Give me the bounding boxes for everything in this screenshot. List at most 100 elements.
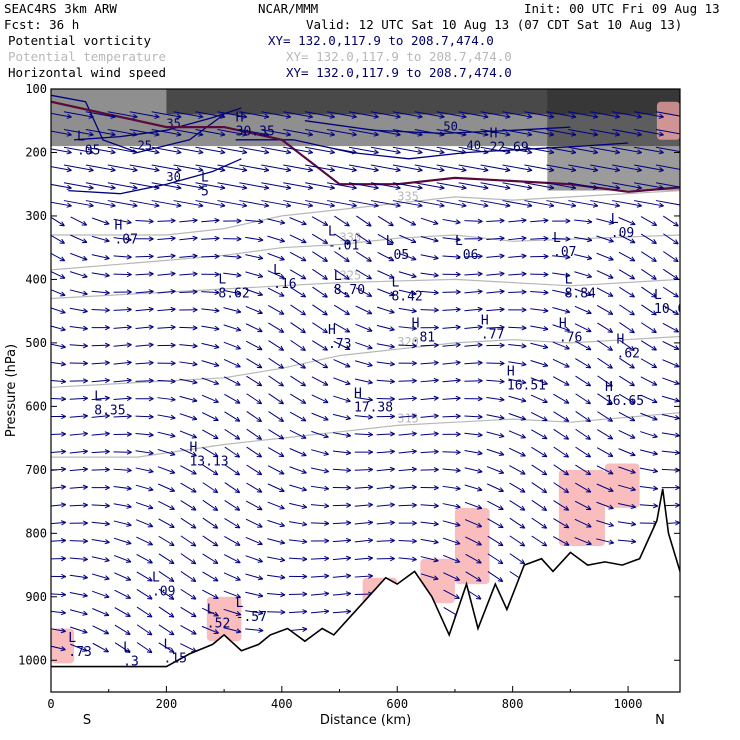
- wind-vector: [524, 200, 555, 207]
- wind-vector: [135, 308, 154, 312]
- wind-vector: [633, 182, 664, 189]
- wind-vector: [310, 592, 329, 596]
- wind-vector: [348, 200, 379, 207]
- wind-vector-head: [499, 235, 505, 239]
- center-letter: L: [553, 231, 561, 246]
- wind-vector-head: [461, 167, 467, 171]
- wind-vector-head: [192, 325, 198, 329]
- wind-vector: [420, 397, 439, 401]
- wind-vector-head: [592, 116, 598, 119]
- wind-vector-head: [82, 276, 88, 279]
- wind-vector-head: [302, 591, 308, 595]
- wind-vector: [290, 322, 306, 334]
- theta-contour: [51, 190, 680, 236]
- wind-vector-head: [280, 577, 286, 580]
- wind-vector: [597, 411, 613, 422]
- wind-vector-head: [674, 435, 680, 438]
- low-center: L.05: [77, 129, 100, 158]
- wind-vector: [442, 237, 461, 241]
- wind-vector-head: [543, 274, 549, 278]
- wind-vector-head: [82, 345, 88, 349]
- wind-vector: [201, 342, 220, 348]
- pv-low-level-patch: [51, 628, 75, 664]
- y-tick-label: 100: [25, 82, 47, 96]
- wind-vector-head: [212, 562, 218, 565]
- low-center: L-.57: [236, 596, 267, 625]
- wind-vector-head: [324, 468, 330, 473]
- wind-vector-head: [286, 184, 292, 189]
- wind-vector: [552, 307, 570, 313]
- wind-vector-head: [390, 396, 395, 400]
- wind-vector: [290, 375, 306, 387]
- wind-vector-head: [192, 309, 198, 313]
- wind-vector-head: [278, 349, 284, 351]
- wind-vector: [224, 464, 240, 476]
- wind-vector-head: [675, 397, 680, 402]
- low-center: L.07: [553, 231, 576, 260]
- high-center: H.81: [412, 317, 435, 346]
- wind-vector: [245, 271, 263, 278]
- wind-vector-head: [330, 131, 335, 136]
- wind-vector-head: [390, 326, 395, 331]
- wind-vector-head: [563, 491, 569, 494]
- wind-vector-head: [549, 187, 555, 190]
- wind-vector-head: [433, 415, 439, 419]
- wind-vector-head: [367, 347, 373, 350]
- wind-vector: [619, 322, 635, 334]
- wind-vector-head: [571, 184, 577, 189]
- wind-vector-head: [302, 593, 308, 597]
- wind-vector: [312, 286, 328, 298]
- wind-vector: [575, 375, 591, 387]
- wind-vector-head: [83, 397, 88, 402]
- wind-vector-head: [483, 131, 489, 136]
- wind-vector: [245, 591, 264, 597]
- wind-vector: [376, 521, 395, 525]
- wind-vector-head: [439, 131, 445, 136]
- wind-vector: [574, 323, 592, 333]
- wind-vector: [113, 485, 132, 490]
- wind-vector-head: [105, 521, 110, 525]
- wind-vector-head: [258, 522, 263, 528]
- y-tick-label: 300: [25, 209, 47, 223]
- field-theta-name: Potential temperature: [8, 49, 167, 64]
- wind-vector: [157, 448, 176, 456]
- wind-vector-head: [258, 327, 263, 332]
- wind-vector-head: [242, 152, 248, 155]
- wind-vector-head: [149, 522, 154, 527]
- high-center: H.76: [559, 317, 582, 346]
- wind-vector: [51, 504, 66, 507]
- wind-vector-head: [396, 167, 401, 171]
- wind-vector-head: [631, 541, 637, 544]
- wind-vector: [69, 450, 88, 454]
- wind-vector: [596, 483, 614, 492]
- wind-vector-head: [609, 219, 615, 224]
- wind-vector: [289, 269, 307, 280]
- wind-vector: [480, 111, 511, 118]
- wind-vector-head: [439, 205, 445, 208]
- wind-vector-head: [322, 331, 328, 334]
- org-label: NCAR/MMM: [258, 1, 319, 16]
- wind-vector-head: [104, 523, 110, 527]
- wind-vector-head: [411, 395, 417, 399]
- wind-vector-head: [351, 205, 357, 208]
- wind-vector-head: [565, 256, 571, 260]
- wind-vector-head: [61, 539, 66, 544]
- wind-vector-head: [214, 594, 219, 599]
- wind-vector-head: [571, 202, 577, 207]
- wind-vector-head: [286, 202, 292, 207]
- center-letter: L: [94, 390, 102, 405]
- wind-vector-head: [592, 169, 598, 173]
- wind-vector: [290, 304, 306, 316]
- wind-vector: [442, 397, 461, 400]
- wind-vector: [552, 341, 570, 350]
- wind-vector-head: [636, 134, 642, 137]
- wind-vector-head: [439, 184, 445, 189]
- wind-vector-head: [586, 276, 592, 279]
- wind-vector-head: [368, 361, 373, 367]
- wind-vector-head: [477, 306, 483, 310]
- center-letter: L: [654, 288, 662, 303]
- wind-vector-head: [477, 220, 483, 224]
- wind-vector-head: [220, 149, 226, 154]
- wind-vector-head: [60, 538, 66, 541]
- wind-vector: [458, 146, 489, 154]
